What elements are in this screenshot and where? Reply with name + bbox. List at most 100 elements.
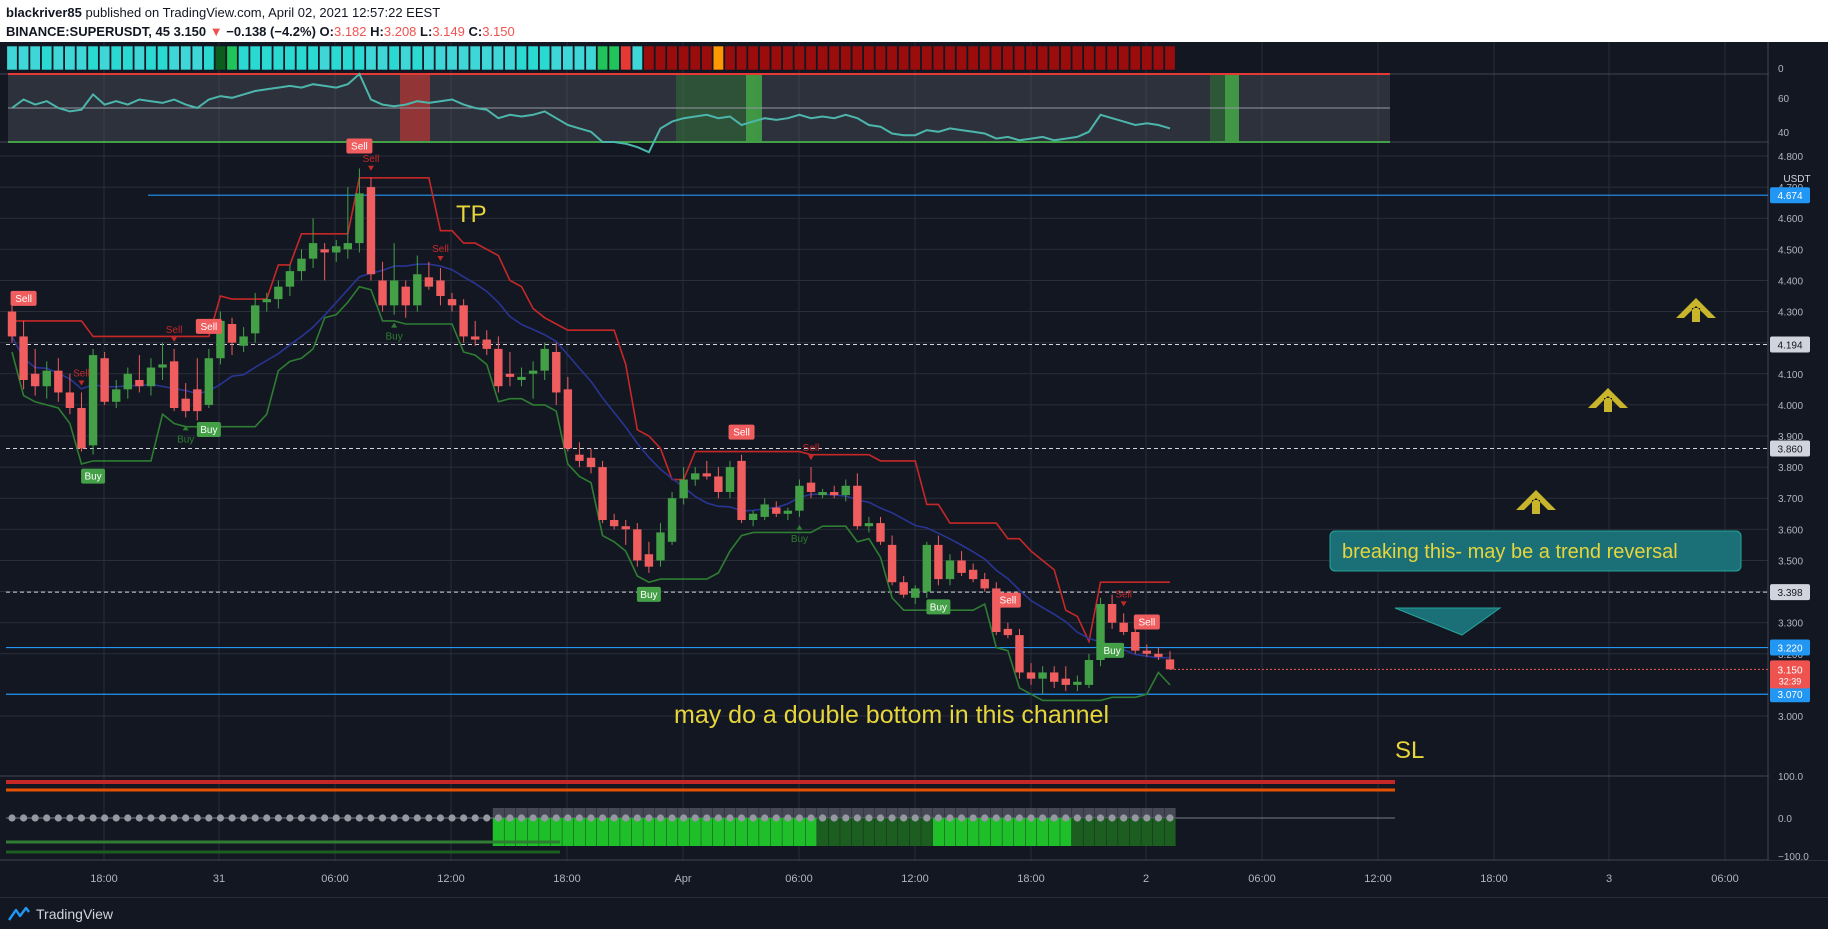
histogram-bar — [898, 818, 910, 846]
heat-cell — [678, 45, 690, 71]
up-arrow-icon[interactable] — [1516, 490, 1556, 514]
histogram-bar — [967, 818, 979, 846]
heat-cell — [52, 45, 64, 71]
histogram-bar — [1118, 808, 1130, 818]
zero-dot — [934, 814, 943, 822]
zero-dot — [633, 814, 641, 822]
sell-signal-label: Sell — [1138, 617, 1155, 628]
histogram-bar — [631, 808, 643, 818]
sl-label[interactable]: SL — [1395, 737, 1424, 764]
callout-pointer — [1394, 607, 1502, 636]
price-chart[interactable]: Sell Sell Sell Sell Sell Sell Sell Sell Sell Sell… — [0, 42, 1828, 897]
zero-dot — [8, 814, 16, 822]
heat-cell — [1071, 45, 1083, 71]
candle — [65, 373, 75, 415]
zero-dot — [1131, 814, 1139, 822]
histogram-bar — [1118, 818, 1130, 846]
histogram-bar — [492, 818, 504, 846]
candle-body — [1142, 650, 1152, 654]
last-price: 3.150 — [173, 24, 207, 39]
candle-body — [1015, 635, 1024, 673]
histogram-bar — [770, 808, 782, 818]
candle — [1107, 594, 1117, 629]
footer-brand[interactable]: TradingView — [36, 905, 114, 922]
callout[interactable]: breaking this- may be a trend reversal — [1329, 530, 1742, 636]
candle — [482, 330, 491, 356]
time-tick-label: Apr — [674, 873, 691, 885]
zero-dot — [876, 814, 885, 822]
drawing-annotations[interactable]: TP SL may do a double bottom in this cha… — [456, 201, 1742, 764]
candle — [123, 367, 132, 399]
sell-signal: Sell — [1115, 589, 1132, 607]
heat-cell — [782, 45, 794, 71]
histogram-bar — [573, 818, 586, 846]
time-axis[interactable]: 18:00 31 06:00 12:00 18:00 Apr 06:00 12:00 18:00… — [90, 873, 1739, 885]
sell-signal-badge — [195, 318, 222, 334]
histogram-bar — [886, 808, 898, 818]
zero-dot — [749, 814, 757, 822]
candle — [1061, 666, 1070, 692]
zero-dot — [158, 814, 167, 822]
candle-body — [829, 492, 839, 496]
histogram-bar — [596, 808, 609, 818]
author-name[interactable]: blackriver85 — [6, 5, 82, 20]
histogram-bar — [1152, 818, 1165, 846]
histogram-bar — [1025, 818, 1037, 846]
histogram-bar — [608, 818, 620, 846]
candle — [1015, 628, 1024, 679]
time-tick-label: 3 — [1606, 873, 1612, 885]
heat-cell — [874, 45, 886, 71]
buy-arrow-icon — [796, 524, 803, 530]
zero-dot — [124, 814, 132, 822]
horizontal-lines[interactable] — [6, 194, 1768, 695]
price-axis[interactable]: USDT4.8004.7004.6004.5004.4004.3004.2004… — [1170, 42, 1828, 863]
histogram-bar — [828, 808, 840, 818]
countdown-text: 32:39 — [1779, 676, 1802, 686]
histogram-bar — [979, 818, 991, 846]
candle — [30, 348, 40, 396]
bottom-tick-label: 100.0 — [1778, 772, 1803, 783]
time-tick-label: 2 — [1143, 873, 1149, 885]
zero-dot — [865, 814, 873, 822]
histogram-bar — [921, 818, 933, 846]
histogram-bar — [620, 818, 632, 846]
up-arrow-icon[interactable] — [1676, 298, 1716, 322]
candle — [552, 342, 561, 405]
histogram-bar — [562, 818, 574, 846]
zero-dot — [216, 814, 225, 822]
heat-cell — [18, 45, 30, 71]
heat-cell — [400, 45, 412, 71]
sell-signal-label: Sell — [166, 325, 183, 336]
candle — [135, 355, 144, 393]
candle-body — [88, 355, 98, 446]
histogram-bar — [990, 818, 1002, 846]
tp-label[interactable]: TP — [456, 201, 487, 228]
price-tick-label: 3.900 — [1778, 432, 1803, 443]
histogram-bar — [724, 818, 736, 846]
zero-dot — [842, 814, 850, 822]
buy-signal-badge — [636, 586, 661, 602]
zero-dot — [1108, 814, 1116, 822]
histogram-bar — [678, 808, 690, 818]
sell-signal-label: Sell — [73, 368, 90, 379]
zero-dot — [541, 814, 549, 822]
histogram-bar — [573, 808, 586, 818]
price-level-text: 4.674 — [1777, 191, 1802, 202]
tradingview-logo-icon[interactable] — [8, 906, 30, 922]
buy-signal-label: Buy — [84, 472, 101, 483]
candle-body — [158, 364, 167, 368]
histogram-bar — [1164, 808, 1176, 818]
channel-note[interactable]: may do a double bottom in this channel — [674, 701, 1109, 729]
buy-signal: Buy — [636, 586, 661, 602]
candle-body — [505, 373, 515, 377]
histogram-bar — [504, 818, 516, 846]
zero-dot — [737, 814, 746, 822]
zero-dot — [552, 814, 560, 822]
up-arrow-icon[interactable] — [1588, 388, 1628, 412]
candle-body — [227, 324, 237, 343]
histogram-bar — [898, 808, 910, 818]
zero-dot — [228, 814, 236, 822]
candle-body — [193, 389, 202, 412]
heat-cell — [41, 45, 53, 71]
heat-cell — [851, 45, 863, 71]
